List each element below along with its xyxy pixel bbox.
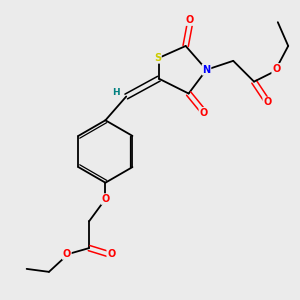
Text: O: O <box>101 194 110 204</box>
Text: O: O <box>63 249 71 259</box>
Text: O: O <box>186 15 194 25</box>
Text: O: O <box>263 98 272 107</box>
Text: O: O <box>107 249 116 259</box>
Text: O: O <box>200 108 208 118</box>
Text: N: N <box>202 65 211 75</box>
Text: O: O <box>272 64 281 74</box>
Text: H: H <box>112 88 120 97</box>
Text: S: S <box>154 53 161 63</box>
